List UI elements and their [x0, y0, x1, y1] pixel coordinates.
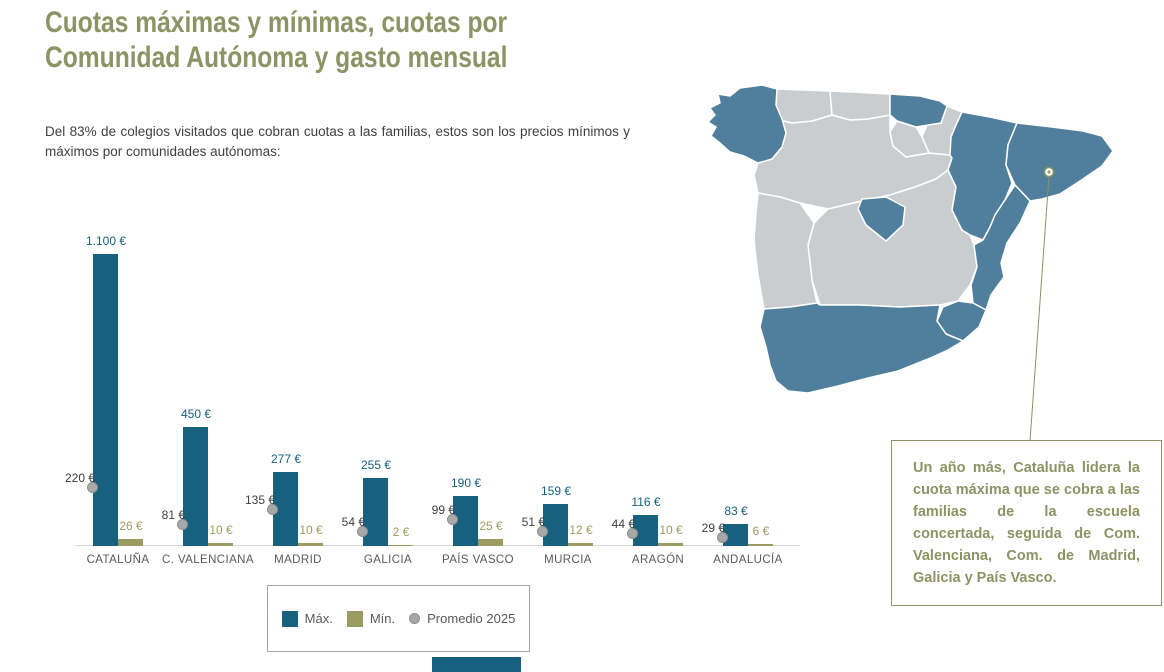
intro-text: Del 83% de colegios visitados que cobran… [45, 124, 630, 159]
page-title-line1: Cuotas máximas y mínimas, cuotas por [45, 6, 508, 39]
x-axis [75, 545, 800, 546]
max-value-label: 1.100 € [85, 234, 127, 248]
max-value-label: 159 € [540, 483, 572, 498]
category-label: GALICIA [363, 554, 413, 566]
min-value-label: 6 € [752, 524, 770, 539]
min-value-label: 10 € [209, 523, 233, 538]
min-legend-swatch [346, 610, 363, 627]
min-value-label: 12 € [569, 522, 593, 537]
min-value-label: 10 € [299, 523, 323, 538]
max-legend-label: Máx. [304, 611, 333, 626]
promedio-value-label: 54 € [341, 514, 365, 529]
max-bar [93, 254, 118, 546]
min-legend-label: Mín. [369, 611, 396, 626]
map-region-pais-vasco [889, 93, 948, 128]
next-section-accent-bar [432, 657, 521, 672]
min-bar [298, 543, 323, 546]
category-label: C. VALENCIANA [162, 554, 254, 566]
promedio-dot [87, 481, 98, 493]
min-value-label: 26 € [119, 519, 143, 534]
map-region-galicia [707, 84, 787, 164]
promedio-dot [627, 528, 638, 540]
callout-box: Un año más, Cataluña lidera la cuota máx… [891, 440, 1162, 607]
callout-text: Un año más, Cataluña lidera la cuota máx… [913, 460, 1140, 587]
max-value-label: 116 € [631, 495, 661, 510]
map-region-asturias [775, 88, 833, 124]
promedio-value-label: 81 € [161, 507, 185, 522]
promedio-dot [177, 518, 188, 530]
max-bar [363, 478, 388, 546]
bar-chart: 1.100 € 26 € 220 € CATALUÑA 450 € 10 € 81 € C. … [60, 228, 820, 578]
max-value-label: 190 € [450, 475, 482, 490]
promedio-dot [447, 513, 458, 525]
promedio-legend-dot-icon [409, 613, 421, 624]
min-bar [478, 539, 503, 546]
callout-marker-center-icon [1047, 170, 1051, 174]
min-value-label: 25 € [479, 519, 503, 534]
map-region-cataluna [1005, 122, 1114, 202]
max-legend-swatch [281, 610, 298, 627]
category-label: ANDALUCÍA [713, 554, 783, 566]
max-bar [543, 503, 568, 546]
max-value-label: 450 € [180, 406, 212, 421]
min-bar [748, 544, 773, 546]
promedio-dot [717, 532, 728, 544]
min-value-label: 10 € [659, 523, 683, 538]
min-value-label: 2 € [392, 524, 410, 539]
promedio-legend-label: Promedio 2025 [427, 611, 516, 626]
min-bar [208, 543, 233, 546]
max-value-label: 255 € [360, 458, 392, 473]
min-bar [118, 539, 143, 546]
min-bar [658, 543, 683, 546]
promedio-value-label: 44 € [611, 517, 635, 532]
map-region-la-rioja [889, 120, 930, 158]
page-title: Cuotas máximas y mínimas, cuotas por Comu… [45, 6, 507, 75]
max-value-label: 277 € [270, 452, 302, 467]
map-region-andalucia [759, 302, 964, 394]
map-region-extremadura [753, 192, 818, 310]
category-label: CATALUÑA [86, 554, 150, 566]
category-label: PAÍS VASCO [442, 554, 514, 566]
page-title-line2: Comunidad Autónoma y gasto mensual [45, 40, 508, 74]
map-region-madrid [857, 196, 906, 242]
promedio-dot [537, 526, 548, 538]
promedio-value-label: 51 € [521, 515, 545, 530]
promedio-value-label: 135 € [244, 493, 275, 508]
chart-legend: Máx. Mín. Promedio 2025 [267, 585, 530, 652]
promedio-value-label: 99 € [431, 502, 455, 517]
promedio-value-label: 29 € [701, 521, 725, 536]
min-bar [388, 544, 413, 546]
callout-leader-line [1029, 175, 1050, 442]
max-bar [723, 523, 748, 546]
promedio-dot [267, 504, 278, 516]
promedio-dot [357, 525, 368, 537]
category-label: ARAGÓN [631, 554, 685, 566]
map-region-cantabria [829, 90, 891, 121]
max-value-label: 83 € [724, 503, 748, 518]
category-label: MURCIA [544, 554, 592, 566]
category-label: MADRID [274, 554, 322, 566]
promedio-value-label: 220 € [64, 470, 95, 485]
spain-map [707, 84, 1114, 442]
min-bar [568, 542, 593, 546]
